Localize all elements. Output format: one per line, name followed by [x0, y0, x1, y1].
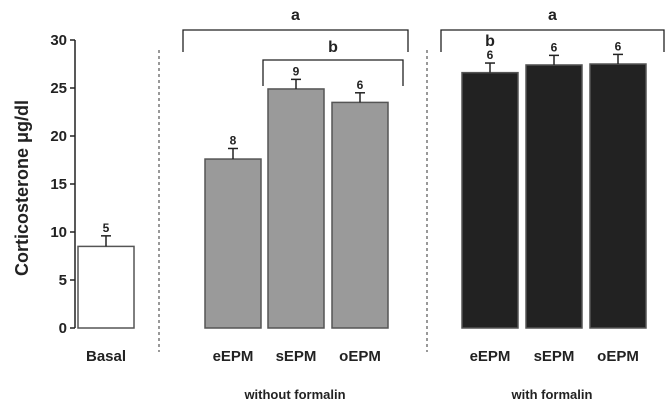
bar [204, 158, 262, 329]
category-label: eEPM [213, 348, 254, 365]
significance-bracket [182, 29, 409, 52]
bars: 5 8 9 6 6 6 6 [77, 39, 647, 329]
y-tick-label: 30 [50, 32, 67, 49]
y-tick-label: 15 [50, 176, 67, 193]
category-label: eEPM [470, 348, 511, 365]
significance-brackets: a b a b [182, 7, 665, 86]
bar [525, 64, 583, 329]
bar [77, 245, 135, 329]
category-label: oEPM [597, 348, 639, 365]
n-label: 6 [615, 39, 622, 53]
y-axis: 0 5 10 15 20 25 30 Corticosterone μg/dl [12, 32, 76, 337]
category-label: sEPM [534, 348, 575, 365]
y-tick-label: 25 [50, 80, 67, 97]
significance-label: b [485, 33, 495, 50]
y-tick-label: 20 [50, 128, 67, 145]
n-label: 6 [551, 40, 558, 54]
n-label: 6 [487, 48, 494, 62]
n-label: 5 [103, 221, 110, 235]
category-label: sEPM [276, 348, 317, 365]
y-axis-label: Corticosterone μg/dl [12, 100, 32, 276]
group-label: without formalin [243, 387, 345, 402]
bar [461, 71, 519, 329]
category-label: Basal [86, 348, 126, 365]
y-tick-label: 10 [50, 224, 67, 241]
bar [331, 101, 389, 329]
significance-label: b [328, 39, 338, 56]
bar [589, 63, 647, 329]
y-tick-label: 5 [59, 272, 67, 289]
category-labels: Basal eEPM sEPM oEPM eEPM sEPM oEPM without for… [86, 348, 639, 402]
category-label: oEPM [339, 348, 381, 365]
n-label: 8 [230, 133, 237, 147]
y-tick-label: 0 [59, 320, 67, 337]
significance-label: a [291, 7, 300, 24]
n-label: 6 [357, 78, 364, 92]
group-label: with formalin [511, 387, 593, 402]
significance-label: a [548, 7, 557, 24]
bar [267, 88, 325, 329]
significance-bracket [440, 29, 665, 52]
significance-bracket [262, 59, 404, 86]
group-dividers [158, 50, 428, 352]
n-label: 9 [293, 64, 300, 78]
